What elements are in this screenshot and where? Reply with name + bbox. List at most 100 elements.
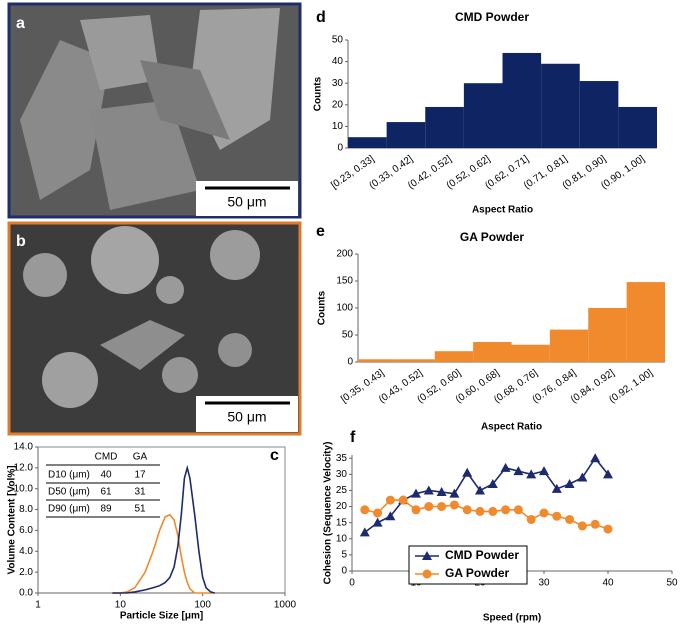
table-cell: 17 — [134, 470, 146, 481]
particle — [90, 100, 200, 210]
particle — [140, 60, 230, 140]
sem-image-b: 50 μm b — [7, 221, 302, 436]
bar — [348, 137, 387, 148]
marker — [577, 521, 587, 531]
sem-image-a: 50 μm a — [7, 2, 302, 219]
y-tick-label: 2.0 — [19, 567, 33, 578]
y-tick-label: 15 — [336, 517, 348, 528]
legend-marker — [422, 569, 432, 579]
marker — [565, 514, 575, 524]
marker — [449, 488, 460, 498]
marker — [385, 495, 395, 505]
marker — [373, 508, 383, 518]
x-tick-label: 1000 — [274, 600, 297, 611]
chart-title: CMD Powder — [455, 10, 529, 24]
panel-label: f — [350, 429, 356, 446]
marker — [488, 506, 498, 516]
y-tick-label: 4.0 — [19, 546, 33, 557]
y-tick-label: 40 — [332, 56, 344, 67]
x-tick-label: 100 — [194, 600, 211, 611]
marker — [564, 479, 575, 488]
x-tick-label: (0.92, 1.00] — [607, 367, 655, 405]
y-tick-label: 50 — [342, 330, 354, 341]
marker — [475, 506, 485, 516]
bar — [434, 351, 474, 362]
y-tick-label: 100 — [336, 303, 353, 314]
marker — [603, 524, 613, 534]
x-tick-label: 50 — [666, 578, 678, 589]
panel-label: c — [270, 447, 279, 464]
bar — [473, 342, 512, 362]
x-tick-label: 0 — [349, 578, 355, 589]
particle — [23, 253, 67, 297]
marker — [487, 479, 498, 488]
particle — [91, 226, 159, 294]
y-tick-label: 25 — [336, 485, 348, 496]
legend-label: GA Powder — [445, 566, 510, 580]
marker — [372, 517, 383, 527]
marker — [513, 466, 524, 476]
marker — [526, 469, 537, 479]
marker — [398, 495, 408, 505]
marker — [590, 519, 600, 529]
table-row-label: D90 (μm) — [48, 504, 90, 515]
marker — [411, 488, 421, 498]
bar — [502, 52, 542, 148]
particle — [210, 230, 260, 280]
y-axis-label: Counts — [313, 76, 324, 111]
x-tick-label: 40 — [602, 578, 614, 589]
bar — [579, 81, 619, 148]
x-axis-label: Aspect Ratio — [472, 205, 533, 216]
x-tick-label: (0.90, 1.00] — [599, 153, 647, 191]
particle — [218, 333, 252, 367]
marker — [462, 467, 473, 477]
y-tick-label: 5 — [341, 550, 347, 561]
table-cell: 40 — [100, 470, 112, 481]
y-tick-label: 8.0 — [19, 504, 33, 515]
table-header: CMD — [95, 452, 118, 463]
table-cell: 31 — [134, 487, 146, 498]
y-tick-label: 10.0 — [14, 483, 34, 494]
marker — [411, 505, 421, 515]
y-tick-label: 0 — [337, 143, 343, 154]
series-line — [112, 464, 215, 594]
table-cell: 51 — [134, 504, 146, 515]
marker — [449, 500, 459, 510]
y-tick-label: 200 — [336, 249, 353, 260]
particle — [20, 40, 110, 200]
marker — [603, 469, 613, 479]
bar — [549, 329, 589, 362]
panel-label: e — [316, 223, 325, 240]
marker — [539, 508, 549, 518]
y-axis-label: Counts — [317, 290, 328, 325]
marker — [360, 505, 370, 515]
marker — [577, 472, 588, 482]
particle — [162, 357, 198, 393]
bar — [463, 83, 503, 148]
marker — [552, 511, 562, 521]
y-axis-label: Cohesion (Sequence Velocity) — [323, 442, 334, 585]
y-tick-label: 20 — [332, 99, 344, 110]
marker — [359, 527, 370, 537]
x-axis-label: Aspect Ratio — [481, 422, 542, 433]
marker — [551, 483, 562, 493]
legend-label: CMD Powder — [445, 548, 519, 562]
panel-label: d — [316, 9, 326, 26]
y-tick-label: 50 — [332, 35, 344, 46]
bar — [511, 344, 550, 362]
series-line — [364, 499, 609, 530]
y-tick-label: 30 — [332, 78, 344, 89]
marker — [437, 502, 447, 512]
marker — [436, 487, 447, 497]
bar — [588, 308, 627, 362]
y-tick-label: 35 — [336, 453, 348, 464]
bar — [396, 359, 435, 362]
y-tick-label: 6.0 — [19, 525, 33, 536]
marker — [513, 505, 523, 515]
bar — [618, 106, 657, 148]
series-line — [112, 513, 215, 594]
marker — [501, 505, 511, 515]
table-cell: 89 — [100, 504, 112, 515]
legend-marker — [422, 551, 432, 560]
table-header: GA — [133, 452, 148, 463]
